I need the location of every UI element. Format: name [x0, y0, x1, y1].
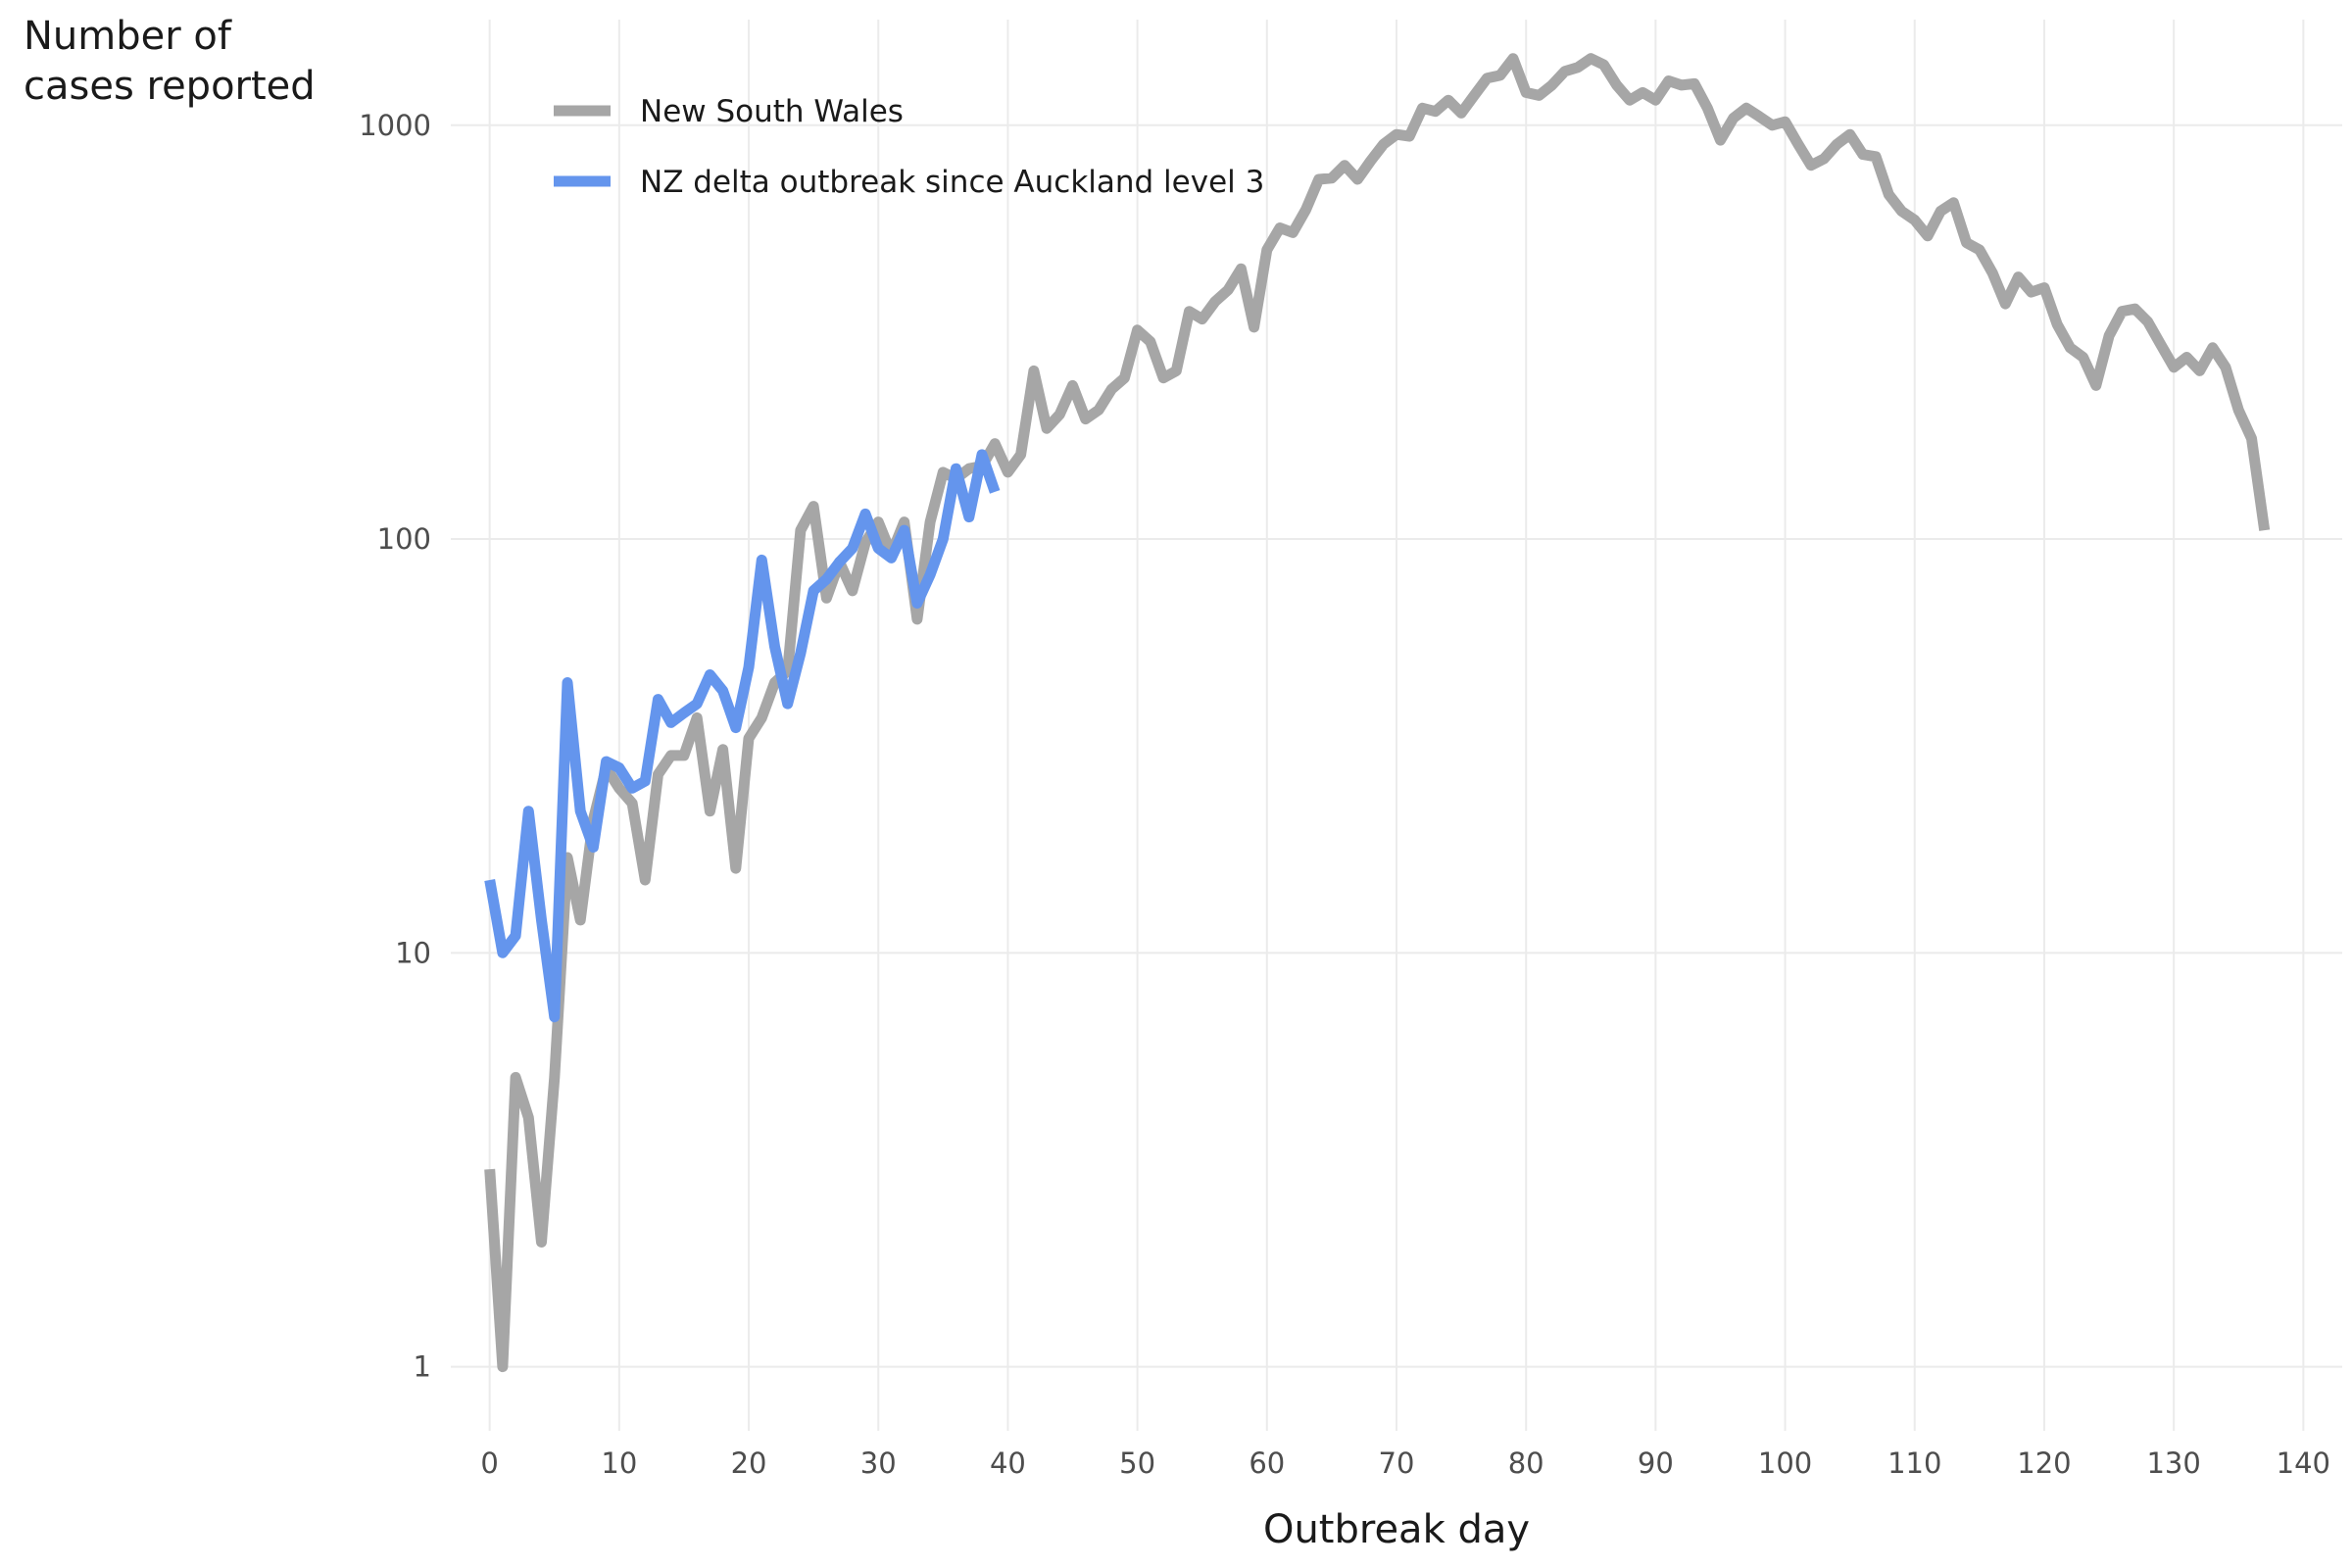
x-tick-label: 60 [1249, 1446, 1285, 1480]
x-tick-label: 120 [2017, 1446, 2071, 1480]
x-tick-label: 100 [1758, 1446, 1812, 1480]
x-tick-label: 140 [2277, 1446, 2330, 1480]
x-tick-label: 30 [860, 1446, 897, 1480]
x-tick-label: 80 [1508, 1446, 1544, 1480]
legend: New South Wales NZ delta outbreak since A… [554, 94, 1264, 200]
x-tick-label: 110 [1887, 1446, 1941, 1480]
y-axis-title-line-1: Number of [24, 14, 232, 59]
y-axis-title-line-2: cases reported [24, 64, 316, 109]
x-tick-label: 70 [1379, 1446, 1415, 1480]
series-lines [484, 53, 2271, 1373]
tick-labels: 0 10 20 30 40 50 60 70 80 90 100 110 120 130 140110100… [359, 109, 2330, 1480]
x-tick-label: 20 [731, 1446, 767, 1480]
y-tick-label: 10 [395, 936, 431, 969]
y-tick-label: 1 [414, 1350, 431, 1384]
x-tick-label: 40 [990, 1446, 1026, 1480]
x-tick-label: 50 [1119, 1446, 1155, 1480]
y-tick-label: 1000 [359, 109, 431, 142]
grid [451, 20, 2342, 1431]
x-axis-title: Outbreak day [1263, 1507, 1530, 1552]
series-line-0 [484, 53, 2271, 1373]
series-line-1 [484, 449, 1001, 1023]
x-tick-label: 90 [1638, 1446, 1674, 1480]
y-axis-title: Number of cases reported [24, 14, 316, 109]
legend-label-1: NZ delta outbreak since Auckland level 3 [640, 165, 1264, 200]
y-tick-label: 100 [377, 522, 431, 556]
x-tick-label: 10 [601, 1446, 637, 1480]
x-tick-label: 130 [2146, 1446, 2200, 1480]
x-tick-label: 0 [480, 1446, 498, 1480]
legend-label-0: New South Wales [640, 94, 904, 129]
